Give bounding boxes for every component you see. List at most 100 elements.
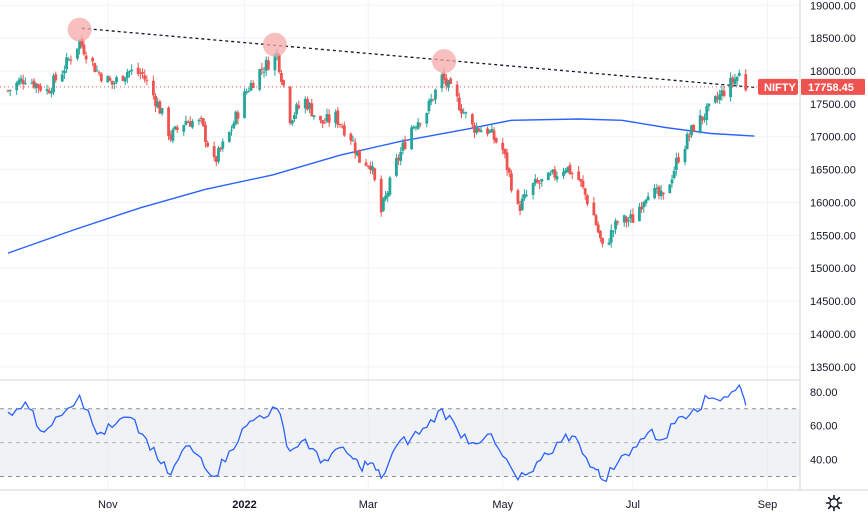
candle — [108, 75, 112, 82]
candle — [97, 70, 101, 76]
price-tick-label: 14500.00 — [810, 296, 856, 308]
candle — [427, 98, 431, 115]
candle — [214, 155, 218, 167]
candle — [642, 200, 646, 213]
candle — [128, 70, 131, 78]
candle — [206, 140, 210, 148]
candle — [312, 115, 316, 120]
candle — [592, 196, 596, 216]
price-pane-grid — [0, 0, 800, 490]
candle — [188, 116, 192, 127]
candle — [141, 68, 144, 79]
time-tick-label: May — [492, 499, 513, 511]
candle — [729, 72, 732, 102]
candle — [440, 72, 444, 93]
candle — [191, 119, 194, 129]
candle — [523, 189, 526, 202]
price-tick-label: 15500.00 — [810, 230, 856, 242]
candle — [510, 169, 513, 193]
candle — [596, 221, 600, 234]
candle — [67, 57, 71, 62]
time-tick-label: Mar — [359, 499, 378, 511]
candle — [538, 179, 542, 189]
candle — [84, 51, 88, 64]
price-tick-label: 17000.00 — [810, 132, 856, 144]
candle — [167, 106, 170, 141]
candle — [351, 135, 355, 142]
candle — [653, 184, 657, 200]
candle — [212, 141, 216, 162]
moving-average-layer — [7, 27, 755, 254]
candle — [457, 92, 461, 111]
peak-marker — [262, 32, 287, 57]
price-axis[interactable]: 19000.00 18500.00 18000.00 17500.00 17000.00… — [810, 0, 856, 374]
candle — [379, 175, 383, 217]
candle — [416, 118, 420, 130]
candle — [677, 152, 680, 164]
rsi-tick-label: 80.00 — [810, 387, 838, 399]
candle — [169, 130, 173, 142]
candle — [65, 53, 68, 73]
candle — [232, 120, 236, 129]
candle — [342, 121, 346, 137]
candle — [349, 132, 353, 145]
candle — [123, 77, 127, 86]
candle — [533, 174, 537, 186]
candle — [319, 115, 322, 124]
candle — [546, 171, 550, 181]
candle — [425, 112, 429, 128]
candle — [364, 158, 368, 167]
peak-marker — [432, 49, 457, 74]
time-axis[interactable]: Nov 2022 Mar May Jul Sep — [98, 499, 777, 511]
candle — [47, 87, 51, 94]
candle — [321, 120, 325, 129]
candle — [525, 189, 528, 198]
candle — [260, 62, 264, 76]
candle — [93, 62, 97, 73]
candle — [95, 65, 99, 72]
candle — [449, 77, 453, 85]
candle — [713, 95, 717, 104]
candle — [460, 104, 463, 119]
candle — [705, 103, 709, 126]
candle — [698, 109, 702, 134]
candle — [488, 129, 492, 134]
candle — [733, 73, 737, 86]
peak-marker — [67, 17, 92, 42]
price-tick-label: 18500.00 — [810, 33, 856, 45]
candle — [156, 97, 160, 109]
rsi-axis[interactable]: 80.00 60.00 40.00 — [810, 387, 838, 467]
candle — [262, 66, 266, 78]
candle — [716, 91, 719, 104]
candle — [683, 145, 687, 166]
price-tick-label: 15000.00 — [810, 263, 856, 275]
candle — [657, 185, 661, 200]
candle — [631, 208, 635, 223]
candle — [221, 138, 225, 152]
candle — [431, 98, 435, 101]
candle — [186, 119, 190, 124]
candle — [581, 175, 585, 190]
rsi-tick-label: 40.00 — [810, 455, 838, 467]
candle — [386, 190, 390, 203]
candle — [145, 75, 149, 86]
candle — [325, 108, 329, 123]
candle — [171, 127, 175, 144]
candle — [121, 75, 125, 82]
candle — [625, 215, 628, 228]
candle — [82, 39, 86, 56]
candle — [76, 48, 79, 61]
candle — [655, 183, 659, 194]
candle — [551, 169, 555, 175]
candle — [659, 185, 663, 200]
candle — [54, 71, 58, 83]
candle — [110, 80, 114, 89]
candle — [598, 230, 602, 242]
candle — [143, 69, 147, 83]
candle — [106, 75, 110, 83]
candle — [136, 62, 140, 77]
candle — [60, 70, 64, 83]
gear-icon[interactable] — [825, 494, 843, 512]
candle — [737, 69, 741, 77]
